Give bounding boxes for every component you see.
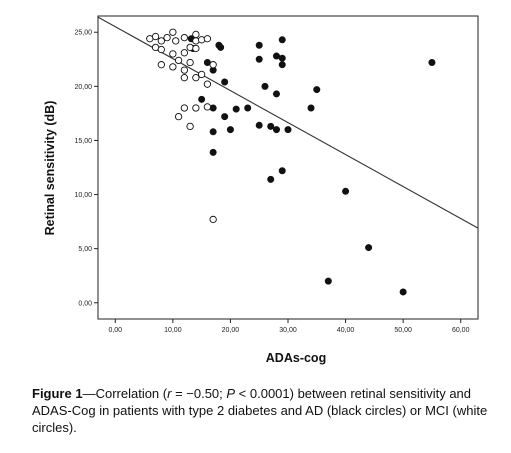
caption-r-symbol: r [167, 386, 172, 401]
ad-point [221, 78, 229, 86]
x-tick-label: 20,00 [222, 327, 240, 334]
mci-point [192, 104, 200, 112]
ad-point [278, 167, 286, 175]
ad-point [272, 126, 280, 134]
ad-point [278, 36, 286, 44]
x-axis-label: ADAs-cog [266, 351, 326, 365]
caption-text-2: = −0.50; [171, 386, 227, 401]
mci-point [169, 28, 177, 36]
ad-point [284, 126, 292, 134]
mci-point [197, 36, 206, 44]
mci-point [180, 74, 189, 82]
x-axis-ticks: 0,00 10,00 20,00 30,00 40,00 50,00 60,00 [108, 319, 470, 334]
ad-point [198, 95, 206, 103]
y-axis-ticks: 0,00 5,00 10,00 15,00 20,00 25,00 [74, 30, 98, 307]
ad-point [261, 82, 269, 90]
ad-point [313, 86, 321, 94]
mci-point [174, 56, 183, 65]
ad-point [232, 105, 240, 113]
ad-point [209, 128, 217, 136]
mci-point [192, 44, 200, 53]
ad-point [324, 277, 332, 285]
mci-point [157, 37, 165, 45]
y-tick-label: 25,00 [74, 30, 92, 37]
ad-point [267, 175, 275, 183]
figure-caption: Figure 1—Correlation (r = −0.50; P < 0.0… [32, 385, 506, 436]
mci-point [203, 35, 212, 43]
mci-point [163, 33, 171, 42]
mci-point [186, 122, 194, 131]
x-tick-label: 0,00 [108, 327, 122, 334]
y-tick-label: 0,00 [78, 300, 92, 307]
mci-point [209, 215, 217, 224]
ad-point [272, 52, 280, 60]
ad-point [278, 61, 286, 69]
x-tick-label: 60,00 [452, 327, 470, 334]
mci-point [174, 112, 183, 121]
ad-point [221, 113, 229, 121]
mci-point [157, 45, 165, 54]
ad-point [217, 43, 225, 51]
caption-text-1: Correlation ( [95, 386, 168, 401]
ad-point [255, 55, 263, 63]
x-tick-label: 40,00 [337, 327, 355, 334]
y-tick-label: 15,00 [74, 138, 92, 145]
ad-point [255, 41, 263, 49]
x-tick-label: 10,00 [164, 327, 182, 334]
ad-point [272, 90, 280, 98]
caption-dash: — [82, 386, 96, 401]
scatter-chart: 0,00 5,00 10,00 15,00 20,00 25,00 0,00 10,00 20… [43, 15, 479, 365]
x-tick-label: 50,00 [394, 327, 412, 334]
mci-point [180, 104, 189, 112]
mci-point [192, 37, 200, 45]
caption-figure-label: Figure 1 [32, 386, 83, 401]
mci-point [192, 30, 200, 39]
y-tick-label: 10,00 [74, 192, 92, 199]
caption-text-3: < 0.0001) between retinal sensitivity an… [32, 386, 488, 435]
ad-point [399, 288, 407, 296]
ad-point [226, 126, 234, 134]
ad-point [209, 104, 217, 112]
mci-point [180, 66, 189, 74]
ad-point [209, 148, 217, 156]
ad-point [428, 59, 436, 67]
mci-point [180, 33, 189, 42]
mci-point [180, 49, 189, 57]
plot-frame [97, 15, 479, 320]
y-tick-label: 20,00 [74, 84, 92, 91]
ad-point [342, 187, 350, 195]
mci-point [209, 61, 217, 69]
caption-p-symbol: P [226, 386, 236, 401]
mci-point [192, 74, 200, 82]
mci-point [203, 103, 212, 111]
mci-point [169, 50, 177, 58]
mci-point [203, 80, 212, 88]
y-tick-label: 5,00 [78, 246, 92, 253]
ad-point [278, 54, 286, 62]
mci-point [186, 58, 194, 67]
mci-point [186, 43, 194, 52]
data-points [146, 28, 436, 296]
x-tick-label: 30,00 [279, 327, 297, 334]
mci-point [169, 63, 177, 71]
mci-point [157, 61, 165, 69]
mci-point [172, 37, 180, 45]
ad-point [244, 104, 252, 112]
ad-point [267, 122, 275, 130]
y-axis-label: Retinal sensitivity (dB) [43, 101, 57, 236]
ad-point [255, 121, 263, 129]
mci-point [151, 32, 160, 41]
ad-point [307, 104, 315, 112]
mci-point [197, 70, 206, 79]
ad-point [365, 244, 373, 252]
